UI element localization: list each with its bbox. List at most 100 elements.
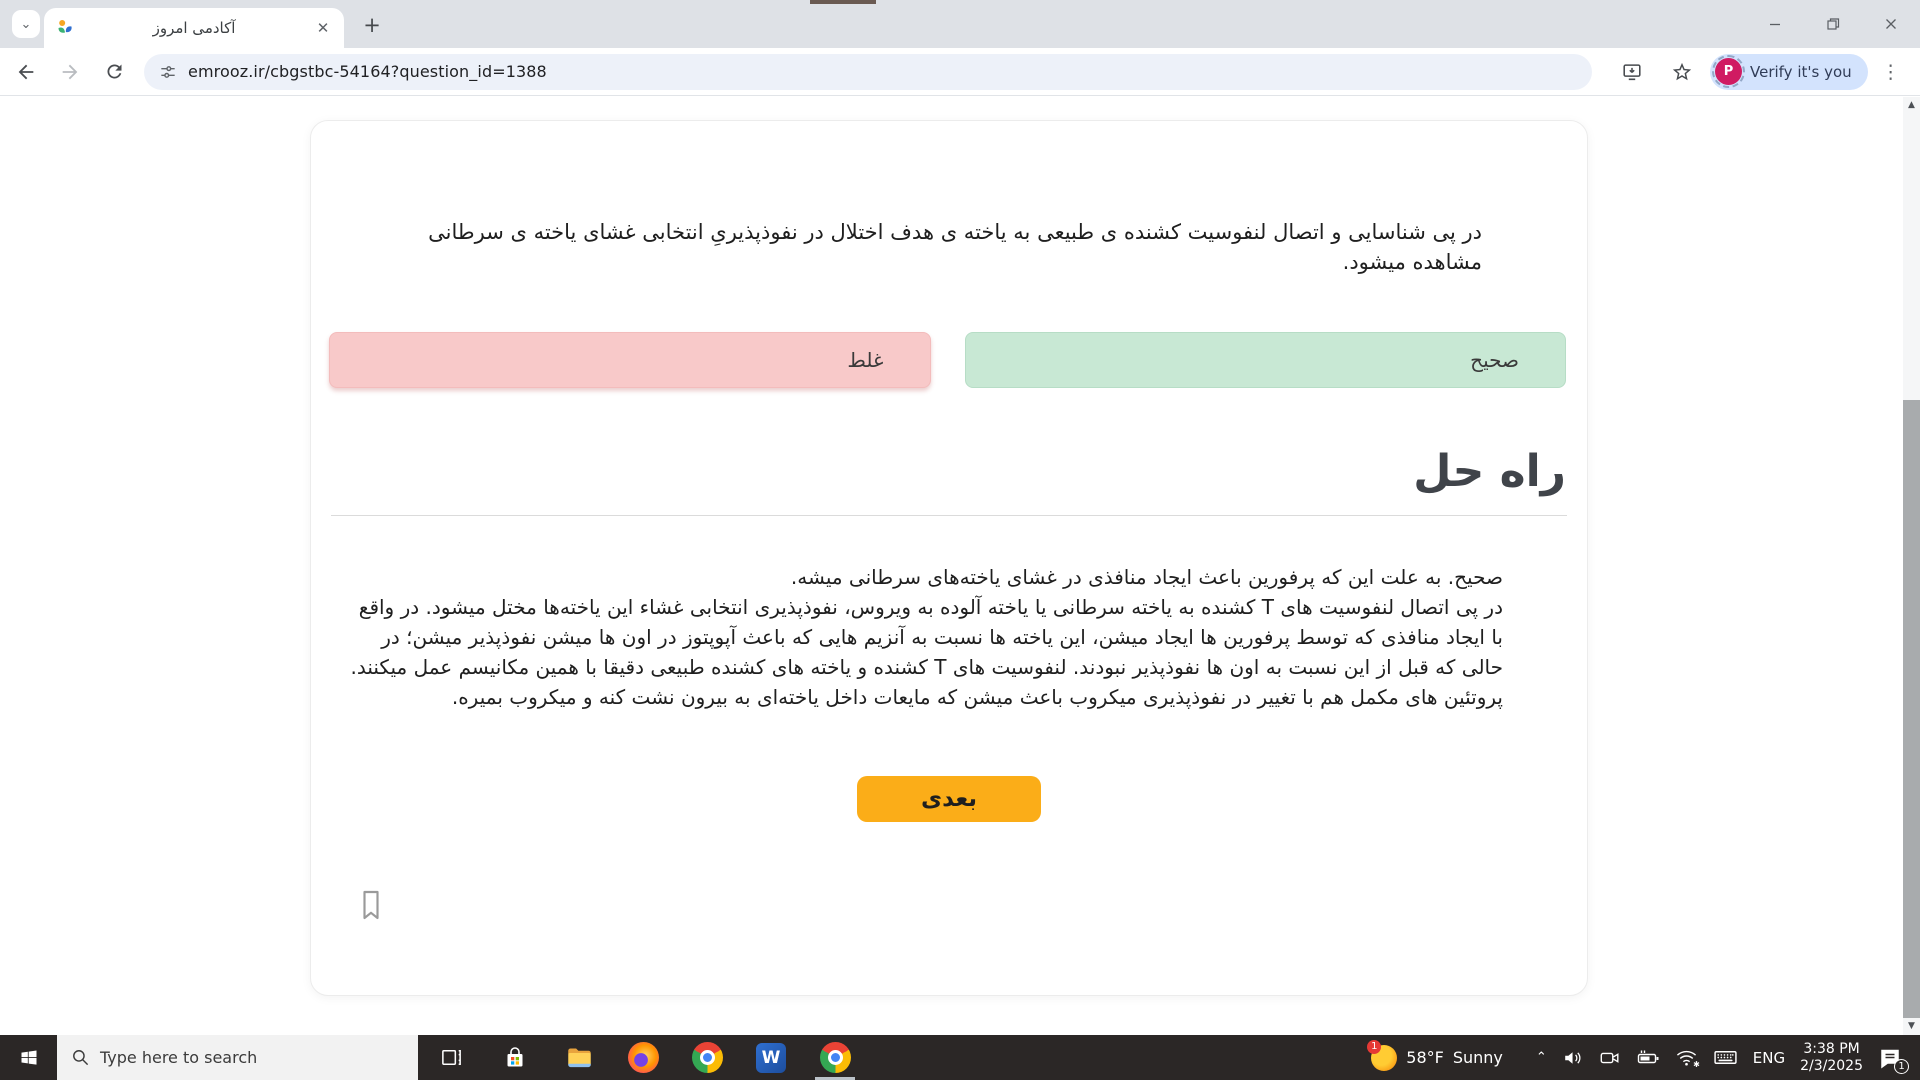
- restore-icon: [1827, 18, 1840, 30]
- speaker-icon: [1564, 1051, 1581, 1064]
- task-view-button[interactable]: [427, 1035, 475, 1080]
- chrome-active-button[interactable]: [811, 1035, 859, 1080]
- touch-keyboard-button[interactable]: [1713, 1045, 1738, 1070]
- profile-verify-chip[interactable]: P Verify it's you: [1710, 53, 1868, 90]
- search-highlight-image[interactable]: [314, 1035, 418, 1080]
- weather-condition: Sunny: [1452, 1048, 1503, 1067]
- wifi-marker: ✱: [1693, 1060, 1700, 1069]
- reload-icon: [106, 64, 121, 79]
- system-tray: 1 58°F Sunny ⌃: [1367, 1039, 1920, 1075]
- battery-icon: [1637, 1050, 1659, 1063]
- scroll-down-arrow[interactable]: ▼: [1908, 1021, 1915, 1031]
- file-explorer-icon: [567, 1048, 591, 1068]
- taskbar-weather[interactable]: 1 58°F Sunny: [1367, 1039, 1503, 1071]
- question-text: در پی شناسایی و اتصال لنفوسیت کشنده ی طب…: [428, 220, 1482, 274]
- tab-close-icon[interactable]: ✕: [316, 19, 330, 37]
- tab-title: آکادمی امروز: [152, 19, 236, 37]
- browser-tab[interactable]: آکادمی امروز ✕: [44, 8, 344, 48]
- star-icon: [1672, 62, 1692, 80]
- minimize-icon: [1770, 23, 1780, 26]
- bookmark-page-button[interactable]: [1664, 54, 1700, 90]
- solution-body: در پی اتصال لنفوسیت های T کشنده به یاخته…: [350, 595, 1504, 709]
- network-button[interactable]: ✱: [1675, 1046, 1700, 1069]
- camera-icon: [1600, 1052, 1619, 1063]
- weather-badge: 1: [1367, 1039, 1382, 1054]
- solution-line-1: صحیح. به علت این که پرفورین باعث ایجاد م…: [790, 565, 1503, 589]
- meet-now-button[interactable]: [1599, 1047, 1621, 1069]
- site-settings-icon: [161, 65, 175, 78]
- answer-correct-button[interactable]: صحیح: [964, 332, 1566, 388]
- solution-heading: راه حل: [1413, 446, 1566, 497]
- clock-time: 3:38 PM: [1803, 1040, 1860, 1057]
- clock-date: 2/3/2025: [1800, 1057, 1863, 1074]
- bookmark-icon[interactable]: [358, 888, 384, 922]
- screen-top-strip: [810, 0, 876, 4]
- minimize-button[interactable]: [1746, 0, 1804, 48]
- back-arrow-icon: [18, 64, 34, 79]
- back-button[interactable]: [8, 54, 44, 90]
- word-icon: W: [756, 1042, 786, 1073]
- language-indicator[interactable]: ENG: [1752, 1048, 1786, 1067]
- browser-menu-button[interactable]: ⋮: [1881, 60, 1901, 83]
- task-view-icon: [441, 1050, 461, 1065]
- address-bar[interactable]: emrooz.ir/cbgstbc-54164?question_id=1388: [144, 53, 1592, 90]
- search-icon: [73, 1050, 89, 1066]
- firefox-button[interactable]: [619, 1035, 667, 1080]
- close-window-button[interactable]: [1862, 0, 1920, 48]
- install-app-button[interactable]: [1614, 54, 1650, 90]
- answer-wrong-label: غلط: [847, 348, 884, 372]
- weather-temp: 58°F: [1406, 1048, 1444, 1067]
- word-button[interactable]: W: [747, 1035, 795, 1080]
- notification-badge: 1: [1894, 1058, 1909, 1074]
- forward-button[interactable]: [52, 54, 88, 90]
- forward-arrow-icon: [62, 64, 78, 79]
- volume-button[interactable]: [1562, 1047, 1584, 1069]
- answer-correct-label: صحیح: [1470, 348, 1519, 372]
- keyboard-icon: [1714, 1051, 1737, 1064]
- scrollbar-thumb[interactable]: [1903, 400, 1920, 1018]
- chevron-down-icon: ⌄: [20, 16, 32, 32]
- file-explorer-button[interactable]: [555, 1035, 603, 1080]
- chrome-button[interactable]: [683, 1035, 731, 1080]
- profile-avatar: P: [1712, 55, 1745, 88]
- page-viewport: در پی شناسایی و اتصال لنفوسیت کشنده ی طب…: [0, 97, 1903, 1035]
- quiz-card: در پی شناسایی و اتصال لنفوسیت کشنده ی طب…: [310, 120, 1588, 996]
- browser-tab-strip: ⌄ آکادمی امروز ✕ +: [0, 0, 1920, 48]
- url-text[interactable]: emrooz.ir/cbgstbc-54164?question_id=1388: [188, 62, 547, 81]
- browser-toolbar: emrooz.ir/cbgstbc-54164?question_id=1388…: [0, 48, 1920, 96]
- restore-button[interactable]: [1804, 0, 1862, 48]
- bookmark-row: [358, 888, 1587, 926]
- profile-verify-label: Verify it's you: [1750, 62, 1852, 81]
- search-placeholder: Type here to search: [100, 1048, 258, 1067]
- next-button[interactable]: بعدی: [857, 776, 1041, 822]
- site-favicon-icon: [58, 20, 72, 33]
- answer-wrong-button[interactable]: غلط: [329, 332, 931, 388]
- action-center-button[interactable]: 1: [1878, 1046, 1909, 1074]
- taskbar-clock[interactable]: 3:38 PM 2/3/2025: [1800, 1041, 1863, 1075]
- firefox-icon: [627, 1042, 659, 1073]
- toolbar-right: [1606, 54, 1700, 90]
- taskbar-search-box[interactable]: Type here to search: [57, 1035, 418, 1080]
- window-controls: [1746, 0, 1920, 48]
- page-scrollbar[interactable]: ▲ ▼: [1903, 97, 1920, 1035]
- windows-taskbar: Type here to search W: [0, 1035, 1920, 1080]
- answer-options: صحیح غلط: [329, 332, 1566, 388]
- start-button[interactable]: [0, 1035, 57, 1080]
- scroll-up-arrow[interactable]: ▲: [1908, 100, 1915, 110]
- tray-expand-button[interactable]: ⌃: [1535, 1050, 1547, 1065]
- wifi-icon: [1676, 1050, 1696, 1066]
- chrome-icon: [691, 1042, 723, 1073]
- weather-sun-icon: 1: [1367, 1039, 1398, 1071]
- tab-search-button[interactable]: ⌄: [12, 10, 40, 38]
- solution-text: صحیح. به علت این که پرفورین باعث ایجاد م…: [341, 562, 1504, 712]
- new-tab-button[interactable]: +: [363, 13, 381, 37]
- install-icon: [1623, 63, 1641, 80]
- close-icon: [1886, 19, 1896, 29]
- store-icon: [507, 1046, 523, 1066]
- power-button[interactable]: [1636, 1046, 1660, 1070]
- reload-button[interactable]: [96, 54, 132, 90]
- windows-logo-icon: [21, 1050, 36, 1065]
- divider: [331, 515, 1567, 516]
- microsoft-store-button[interactable]: [491, 1035, 539, 1080]
- chrome-icon: [819, 1042, 851, 1073]
